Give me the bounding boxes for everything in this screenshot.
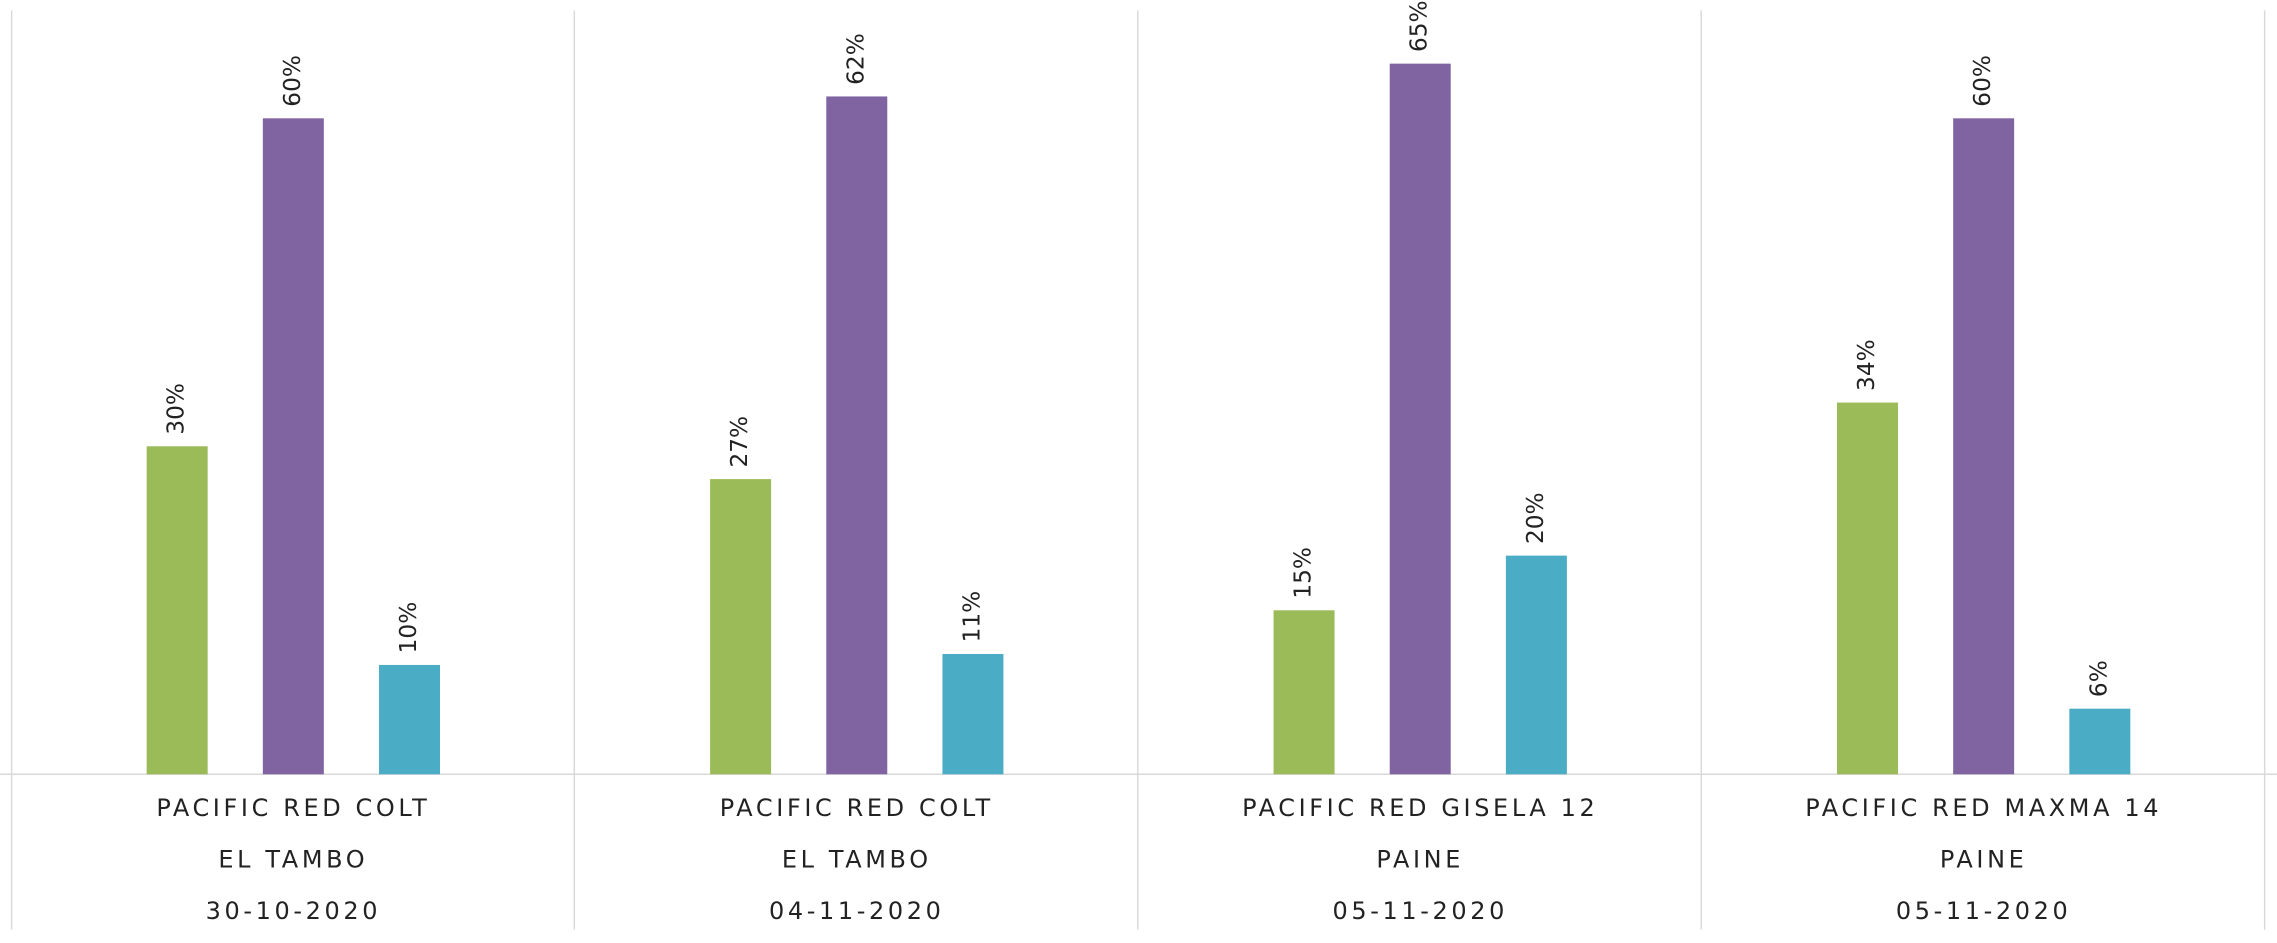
value-label: 60%: [1969, 55, 1996, 107]
bar: [826, 96, 888, 775]
bar: [146, 446, 208, 775]
value-label: 20%: [1522, 492, 1549, 544]
value-label: 15%: [1290, 547, 1317, 599]
value-label: 30%: [163, 383, 190, 435]
bar: [1273, 610, 1335, 775]
category-label: PAINE: [1376, 846, 1464, 874]
bar: [942, 654, 1004, 775]
value-label: 65%: [1406, 0, 1433, 52]
category-label: 30-10-2020: [206, 897, 382, 925]
category-label: 04-11-2020: [769, 897, 945, 925]
bar: [2069, 708, 2131, 775]
bar: [710, 479, 772, 775]
value-label: 10%: [395, 602, 422, 654]
category-label: PACIFIC RED MAXMA 14: [1805, 794, 2162, 822]
value-label: 62%: [842, 33, 869, 85]
bar: [1505, 555, 1567, 775]
bar: [1953, 118, 2015, 775]
category-label: EL TAMBO: [782, 846, 932, 874]
value-label: 27%: [726, 416, 753, 468]
bar: [1836, 402, 1898, 775]
category-label: PACIFIC RED GISELA 12: [1242, 794, 1598, 822]
category-label: PAINE: [1940, 846, 2028, 874]
category-label: 05-11-2020: [1896, 897, 2072, 925]
value-label: 60%: [279, 55, 306, 107]
category-label: 05-11-2020: [1332, 897, 1508, 925]
bar: [262, 118, 324, 775]
bar: [1389, 63, 1451, 775]
category-label: PACIFIC RED COLT: [156, 794, 430, 822]
category-label: PACIFIC RED COLT: [720, 794, 994, 822]
bar: [379, 664, 441, 775]
category-label: EL TAMBO: [218, 846, 368, 874]
value-label: 11%: [958, 591, 985, 643]
value-label: 6%: [2085, 660, 2112, 697]
value-label: 34%: [1853, 339, 1880, 391]
